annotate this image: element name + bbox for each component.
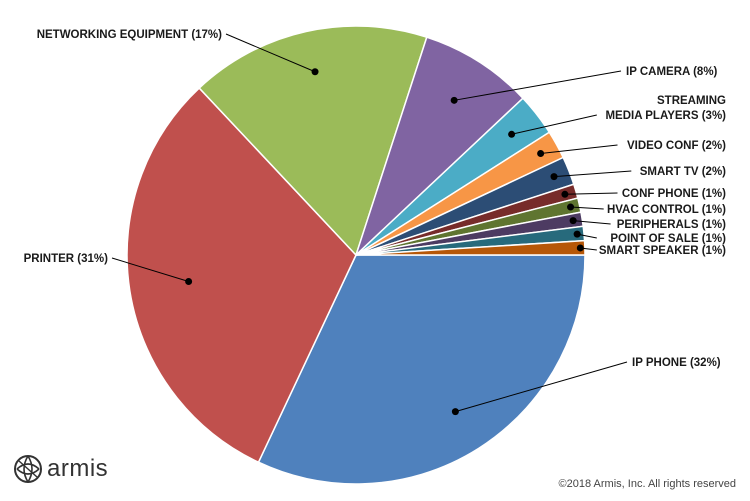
- leader-dot-conf-phone: [561, 190, 569, 198]
- slice-label-point-of-sale: POINT OF SALE (1%): [610, 233, 726, 245]
- slice-label-networking-equipment: NETWORKING EQUIPMENT (17%): [37, 29, 222, 41]
- slice-label-video-conf: VIDEO CONF (2%): [627, 140, 726, 152]
- pie-slice-smart-speaker: [355, 239, 586, 256]
- slice-label-peripherals: PERIPHERALS (1%): [617, 219, 726, 231]
- leader-dot-point-of-sale: [573, 230, 581, 238]
- leader-dot-ip-camera: [450, 96, 458, 104]
- leader-line-streaming-media-players: [511, 114, 597, 135]
- leader-dot-video-conf: [537, 150, 545, 158]
- leader-dot-hvac-control: [567, 203, 575, 211]
- brand-name: armis: [47, 455, 109, 482]
- pie-slice-ip-phone: [257, 254, 586, 485]
- leader-line-hvac-control: [570, 206, 604, 210]
- leader-line-peripherals: [573, 220, 611, 225]
- slice-label-ip-camera: IP CAMERA (8%): [626, 66, 718, 78]
- copyright-text: ©2018 Armis, Inc. All rights reserved: [558, 478, 736, 490]
- armis-logo: armis: [14, 455, 108, 483]
- leader-dot-smart-tv: [550, 173, 558, 181]
- leader-line-ip-camera: [454, 70, 622, 101]
- leader-line-conf-phone: [564, 192, 618, 195]
- leader-line-ip-phone: [455, 361, 628, 413]
- leader-dot-streaming-media-players: [508, 130, 516, 138]
- leader-line-printer: [111, 257, 189, 282]
- leader-dot-networking-equipment: [311, 68, 319, 76]
- slice-label-smart-tv: SMART TV (2%): [640, 166, 726, 178]
- slice-label-smart-speaker: SMART SPEAKER (1%): [599, 245, 726, 257]
- pie-slice-ip-camera: [355, 36, 524, 256]
- leader-line-video-conf: [540, 144, 618, 155]
- leader-line-smart-tv: [553, 170, 632, 178]
- slice-label-ip-phone: IP PHONE (32%): [632, 357, 721, 369]
- leader-dot-ip-phone: [451, 408, 459, 416]
- leader-dot-printer: [185, 278, 193, 286]
- slice-label-conf-phone: CONF PHONE (1%): [622, 188, 726, 200]
- leader-dot-smart-speaker: [576, 244, 584, 252]
- armis-globe-icon: [14, 455, 42, 483]
- slice-label-printer: PRINTER (31%): [24, 253, 109, 265]
- pie-slice-printer: [126, 87, 357, 464]
- leader-dot-peripherals: [569, 217, 577, 225]
- slice-label-streaming-media-players: STREAMING MEDIA PLAYERS (3%): [605, 95, 726, 122]
- leader-line-networking-equipment: [225, 33, 316, 73]
- pie-slice-networking-equipment: [198, 25, 428, 257]
- slice-label-hvac-control: HVAC CONTROL (1%): [607, 204, 726, 216]
